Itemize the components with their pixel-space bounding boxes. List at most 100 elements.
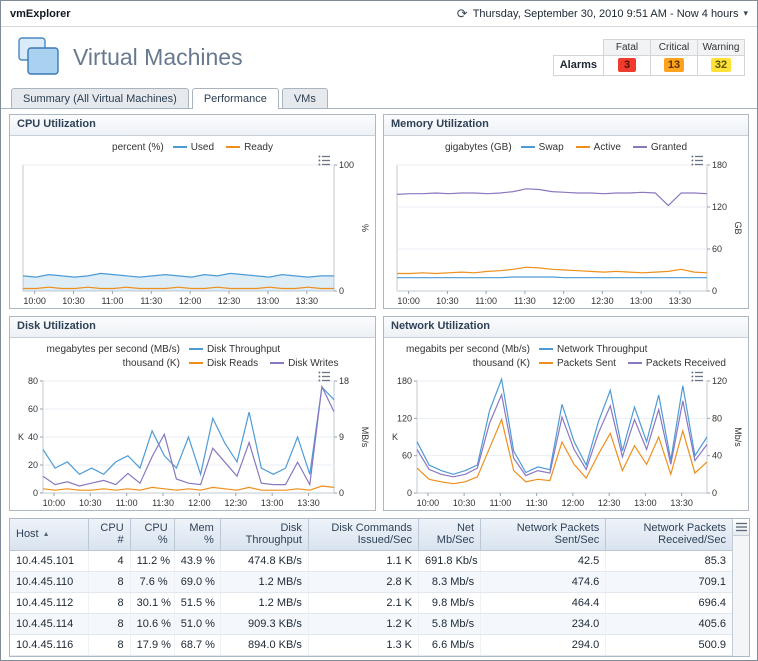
column-header-host[interactable]: Host ▲ xyxy=(10,519,89,551)
column-header-cpu[interactable]: CPU # xyxy=(87,519,131,551)
svg-text:20: 20 xyxy=(28,460,38,470)
cell-network-packets-received-sec: 500.9 xyxy=(605,634,733,656)
tab-vms[interactable]: VMs xyxy=(281,88,328,108)
memory-utilization-panel: Memory Utilization gigabytes (GB) Swap Act… xyxy=(383,114,749,309)
legend-unit-label: megabits per second (Mb/s) xyxy=(406,344,530,355)
svg-text:0: 0 xyxy=(712,286,717,296)
network-utilization-panel: Network Utilization megabits per second … xyxy=(383,316,749,511)
cell-net-mb-sec: 6.6 Mb/s xyxy=(418,634,482,656)
cell-net-mb-sec: 5.8 Mb/s xyxy=(418,613,482,635)
column-header-disk-throughput[interactable]: Disk Throughput xyxy=(219,519,309,551)
column-header-disk-commands-issued-sec[interactable]: Disk Commands Issued/Sec xyxy=(307,519,420,551)
svg-text:13:00: 13:00 xyxy=(257,296,280,306)
alarms-label: Alarms xyxy=(552,54,605,76)
cell-cpu: 8 xyxy=(88,634,131,656)
charts-grid: CPU Utilization percent (%) Used Ready 0 100… xyxy=(1,109,757,516)
cell-mem: 51.0 % xyxy=(174,613,221,635)
legend-item-packets-sent: Packets Sent xyxy=(538,358,616,369)
chart-options-icon[interactable] xyxy=(691,371,703,382)
legend-unit-label: percent (%) xyxy=(112,142,164,153)
svg-text:13:30: 13:30 xyxy=(670,498,693,508)
cell-net-mb-sec: 8.3 Mb/s xyxy=(418,571,482,593)
svg-text:11:30: 11:30 xyxy=(526,498,548,508)
disk-chart: 0 20 40 60 80 K 0 9 18 MB/s 10:00 10:30 11:00 11:30 12… xyxy=(13,371,372,509)
column-header-mem[interactable]: Mem % xyxy=(173,519,221,551)
svg-text:10:30: 10:30 xyxy=(453,498,476,508)
cell-network-packets-received-sec: 696.4 xyxy=(605,592,733,614)
cell-cpu: 11.2 % xyxy=(130,550,175,572)
tab-bar: Summary (All Virtual Machines) Performanc… xyxy=(1,85,757,109)
chart-legend: gigabytes (GB) Swap Active Granted xyxy=(384,136,748,155)
tab-summary-all-virtual-machines[interactable]: Summary (All Virtual Machines) xyxy=(11,88,189,108)
legend-item-disk-writes: Disk Writes xyxy=(270,358,338,369)
svg-text:11:00: 11:00 xyxy=(116,498,138,508)
time-range-selector[interactable]: ⟳ Thursday, September 30, 2010 9:51 AM -… xyxy=(457,7,748,20)
cell-host: 10.4.45.116 xyxy=(10,634,89,656)
svg-text:12:00: 12:00 xyxy=(179,296,202,306)
svg-text:10:30: 10:30 xyxy=(79,498,102,508)
time-range-label: Thursday, September 30, 2010 9:51 AM - N… xyxy=(472,7,739,20)
cell-host: 10.4.45.114 xyxy=(10,613,89,635)
legend-swatch xyxy=(632,146,647,149)
svg-text:12:00: 12:00 xyxy=(552,296,575,306)
cell-network-packets-sent-sec: 42.5 xyxy=(480,550,607,572)
column-header-network-packets-received-sec[interactable]: Network Packets Received/Sec xyxy=(605,519,733,551)
column-header-net-mb-sec[interactable]: Net Mb/Sec xyxy=(418,519,482,551)
cell-disk-throughput: 1.2 MB/s xyxy=(220,592,309,614)
tab-performance[interactable]: Performance xyxy=(191,88,279,109)
chart-options-icon[interactable] xyxy=(691,155,703,166)
alarm-count-critical[interactable]: 13 xyxy=(663,58,685,72)
sort-asc-icon: ▲ xyxy=(42,530,50,538)
svg-text:12:30: 12:30 xyxy=(591,296,614,306)
chart-options-icon[interactable] xyxy=(318,371,330,382)
chart-options-icon[interactable] xyxy=(318,155,330,166)
alarms-corner-cell xyxy=(552,38,605,56)
cell-host: 10.4.45.112 xyxy=(10,592,89,614)
alarm-count-fatal[interactable]: 3 xyxy=(618,58,636,72)
page-title: Virtual Machines xyxy=(73,43,243,70)
legend-swatch xyxy=(270,362,285,365)
cell-host: 10.4.45.101 xyxy=(10,550,89,572)
chart-legend: megabits per second (Mb/s) Network Throug… xyxy=(384,338,748,371)
legend-swatch xyxy=(172,146,187,149)
svg-text:13:00: 13:00 xyxy=(634,498,657,508)
cell-net-mb-sec: 9.8 Mb/s xyxy=(418,592,482,614)
svg-text:11:00: 11:00 xyxy=(101,296,123,306)
cell-cpu: 4 xyxy=(88,550,131,572)
table-menu-button[interactable] xyxy=(733,519,749,536)
legend-item-active: Active xyxy=(575,142,621,153)
svg-text:10:00: 10:00 xyxy=(23,296,46,306)
legend-item-granted: Granted xyxy=(632,142,687,153)
svg-text:0: 0 xyxy=(339,488,344,498)
cell-network-packets-received-sec: 85.3 xyxy=(605,550,733,572)
svg-text:120: 120 xyxy=(397,413,412,423)
table-row[interactable]: 10.4.45.112 8 30.1 % 51.5 % 1.2 MB/s 2.1 K 9.8… xyxy=(10,592,733,614)
svg-text:12:00: 12:00 xyxy=(562,498,585,508)
legend-swatch xyxy=(188,348,203,351)
cell-network-packets-received-sec: 405.6 xyxy=(605,613,733,635)
svg-text:13:30: 13:30 xyxy=(296,296,319,306)
table-row[interactable]: 10.4.45.110 8 7.6 % 69.0 % 1.2 MB/s 2.8 K 8.3 … xyxy=(10,571,733,593)
svg-text:0: 0 xyxy=(33,488,38,498)
legend-item-swap: Swap xyxy=(520,142,564,153)
alarms-column-warning: Warning xyxy=(697,38,745,56)
table-menu-icon xyxy=(735,522,747,532)
svg-text:K: K xyxy=(392,432,398,442)
svg-text:60: 60 xyxy=(712,244,722,254)
legend-unit-label: gigabytes (GB) xyxy=(444,142,512,153)
alarm-count-warning[interactable]: 32 xyxy=(710,58,732,72)
column-header-network-packets-sent-sec[interactable]: Network Packets Sent/Sec xyxy=(480,519,607,551)
alarms-count-row: Alarms 3 13 32 xyxy=(552,54,745,76)
svg-text:100: 100 xyxy=(339,160,354,170)
svg-text:11:30: 11:30 xyxy=(514,296,536,306)
legend-item-used: Used xyxy=(172,142,214,153)
svg-text:%: % xyxy=(360,224,370,232)
cell-disk-commands-issued-sec: 2.1 K xyxy=(308,592,420,614)
column-header-cpu[interactable]: CPU % xyxy=(129,519,175,551)
table-scrollbar[interactable] xyxy=(732,519,749,656)
page-header: Virtual Machines Fatal Critical Warning Al… xyxy=(1,27,757,85)
svg-text:10:00: 10:00 xyxy=(43,498,66,508)
